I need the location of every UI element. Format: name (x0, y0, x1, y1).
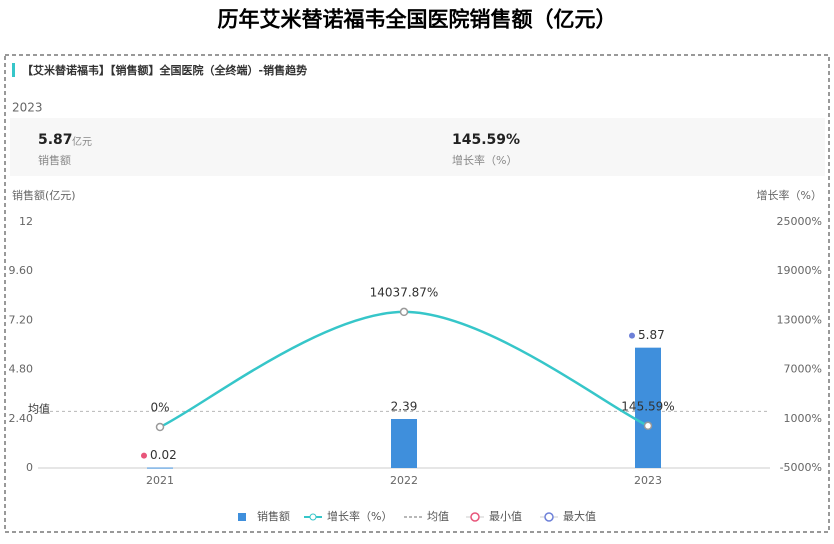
y2-tick-label: 1000% (784, 412, 822, 425)
legend-swatch (309, 513, 317, 521)
legend-swatch (238, 513, 246, 521)
min-marker (141, 452, 147, 459)
accent-bar (12, 63, 15, 77)
y-tick-label: 2.40 (9, 412, 34, 425)
average-label: 均值 (28, 402, 50, 415)
summary-box (10, 118, 825, 176)
summary-label: 销售额 (38, 153, 71, 167)
x-tick-label: 2023 (634, 474, 662, 487)
x-tick-label: 2021 (146, 474, 174, 487)
y-axis-label: 销售额(亿元) (12, 188, 76, 202)
y2-tick-label: 7000% (784, 363, 822, 376)
legend-label: 增长率（%） (327, 509, 392, 523)
panel-title: 【艾米替诺福韦】【销售额】全国医院（全终端）-销售趋势 (22, 63, 307, 77)
y-tick-label: 0 (26, 461, 33, 474)
bar (635, 347, 661, 468)
bar (391, 419, 417, 468)
summary-value: 5.87 (38, 132, 73, 148)
line-point (643, 421, 653, 431)
legend-swatch (470, 512, 480, 522)
y2-tick-label: 25000% (777, 215, 822, 228)
y2-tick-label: 19000% (777, 264, 822, 277)
y2-tick-label: 13000% (777, 313, 822, 326)
value-label: 2.39 (391, 400, 418, 414)
legend-swatch (544, 512, 554, 522)
page-title: 历年艾米替诺福韦全国医院销售额（亿元） (218, 7, 617, 32)
y-tick-label: 7.20 (9, 313, 34, 326)
value-label: 14037.87% (370, 285, 439, 299)
y-tick-label: 9.60 (9, 264, 34, 277)
summary-unit: 亿元 (72, 135, 92, 148)
y2-axis-label: 增长率（%） (757, 188, 822, 202)
year: 2023 (12, 101, 43, 115)
value-label: 145.59% (621, 399, 674, 413)
line-point (399, 307, 409, 317)
y2-tick-label: -5000% (780, 461, 822, 474)
value-label: 0% (150, 401, 169, 415)
summary-value: 145.59% (452, 132, 520, 148)
summary-label: 增长率（%） (452, 153, 517, 167)
value-label: 0.02 (150, 448, 177, 462)
y-tick-label: 12 (19, 215, 33, 228)
line-point (155, 422, 165, 432)
legend-label: 销售额 (257, 509, 290, 523)
legend-label: 均值 (427, 510, 449, 523)
value-label: 5.87 (638, 328, 665, 342)
bar (147, 467, 173, 469)
y-tick-label: 4.80 (9, 363, 34, 376)
legend-label: 最大值 (563, 509, 596, 523)
max-marker (629, 332, 635, 339)
x-tick-label: 2022 (390, 474, 418, 487)
legend-label: 最小值 (489, 510, 522, 523)
